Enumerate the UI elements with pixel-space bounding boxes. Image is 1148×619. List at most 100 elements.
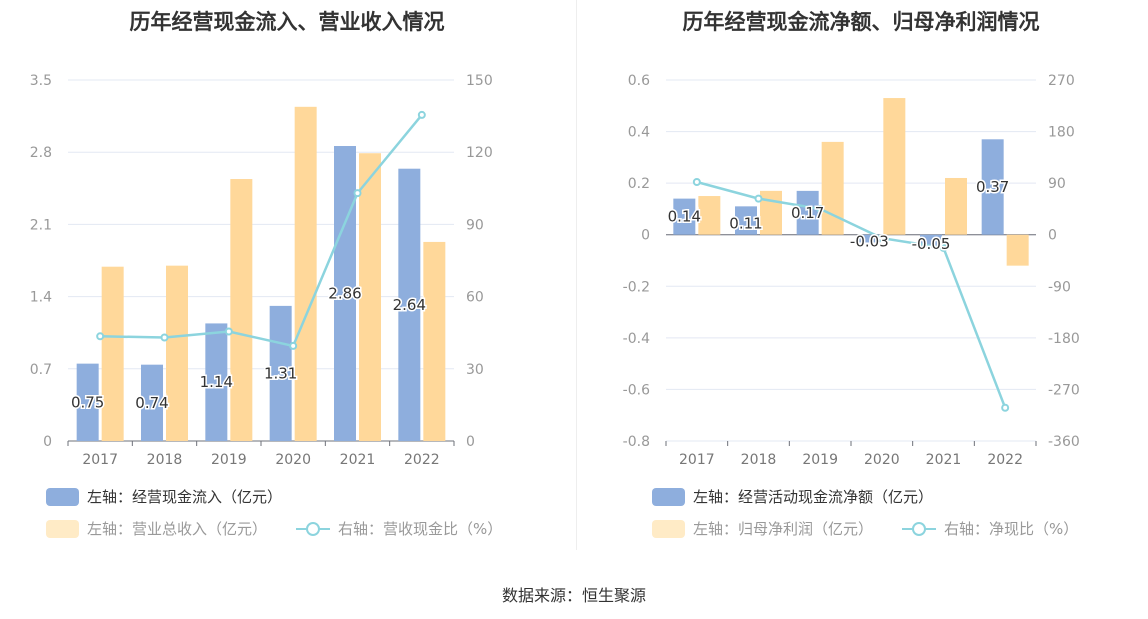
x-tick-label: 2021 (926, 452, 962, 468)
bar (294, 106, 317, 442)
panel-divider (576, 0, 577, 550)
bar (1006, 234, 1029, 266)
x-tick-label: 2022 (404, 452, 440, 468)
legend-item[interactable]: 左轴：归母净利润（亿元） (652, 518, 873, 539)
legend-item[interactable]: 左轴：营业总收入（亿元） (46, 518, 267, 539)
x-tick-label: 2018 (741, 452, 777, 468)
line-point (353, 189, 362, 198)
y-right-tick-label: 60 (466, 290, 484, 306)
bar (398, 168, 421, 441)
bar (166, 265, 188, 441)
y-left-tick-label: 0.2 (628, 176, 650, 192)
bar (698, 196, 721, 235)
bar (76, 363, 99, 441)
data-source-note: 数据来源：恒生聚源 (501, 586, 646, 605)
bar (205, 323, 228, 441)
data-label: 2.86 (328, 285, 361, 303)
legend-label: 左轴：营业总收入（亿元） (87, 520, 268, 538)
x-tick-label: 2022 (987, 452, 1023, 468)
y-left-tick-label: 1.4 (30, 290, 52, 306)
y-left-tick-label: 0.7 (30, 362, 52, 378)
data-label: 2.64 (393, 296, 426, 314)
y-right-tick-label: 0 (466, 434, 475, 450)
data-label: 1.14 (200, 373, 233, 391)
bar (821, 141, 844, 235)
bar (945, 177, 967, 235)
legend-item[interactable]: 左轴：经营活动现金流净额（亿元） (652, 486, 933, 507)
y-right-tick-label: -360 (1048, 434, 1080, 450)
bar (101, 266, 124, 441)
y-right-tick-label: -90 (1048, 279, 1071, 295)
line-point (417, 110, 426, 119)
bar (796, 190, 819, 235)
bar (858, 234, 881, 243)
line-point (96, 332, 105, 341)
line-point (224, 327, 233, 336)
y-left-tick-label: 3.5 (30, 73, 52, 89)
line-point (877, 234, 886, 243)
data-label: 0.74 (135, 394, 168, 412)
legend-item[interactable]: 左轴：经营现金流入（亿元） (46, 486, 282, 507)
legend-item[interactable]: 右轴：营收现金比（%） (296, 518, 502, 539)
y-left-tick-label: -0.4 (623, 331, 650, 347)
data-label: 1.31 (264, 364, 297, 382)
data-label: -0.03 (850, 233, 889, 251)
bar (883, 98, 906, 235)
data-label: 0.75 (71, 393, 104, 411)
bar (334, 146, 356, 442)
legend-label: 右轴：净现比（%） (944, 520, 1079, 538)
y-right-tick-label: 180 (1048, 125, 1075, 141)
y-right-tick-label: 270 (1048, 73, 1075, 89)
y-right-tick-label: -270 (1048, 382, 1080, 398)
y-left-tick-label: 2.1 (30, 217, 52, 233)
y-left-tick-label: 0.4 (628, 125, 650, 141)
bar (760, 190, 782, 235)
x-tick-label: 2021 (340, 452, 376, 468)
data-label: 0.37 (976, 178, 1009, 196)
y-right-tick-label: 90 (466, 217, 484, 233)
y-left-tick-label: 2.8 (30, 145, 52, 161)
y-right-tick-label: 0 (1048, 228, 1057, 244)
chart-title: 历年经营现金流净额、归母净利润情况 (682, 10, 1040, 34)
line-point (1001, 403, 1010, 412)
data-label: 0.17 (791, 204, 824, 222)
legend-line-swatch (902, 520, 936, 538)
y-right-tick-label: 120 (466, 145, 493, 161)
data-label: 0.14 (668, 208, 701, 226)
y-right-tick-label: 150 (466, 73, 493, 89)
y-left-tick-label: 0.6 (628, 73, 650, 89)
line-point (289, 341, 298, 350)
line-point (816, 204, 825, 213)
legend-swatch (46, 519, 79, 538)
x-tick-label: 2020 (864, 452, 900, 468)
line-point (160, 333, 169, 342)
bar (735, 206, 757, 235)
bar (359, 153, 381, 441)
chart-plot: 0 0.7 1.4 2.1 2.8 3.5 0 30 60 90 120 150 2017 2018 201… (30, 73, 493, 468)
x-tick-label: 2019 (211, 452, 247, 468)
x-tick-label: 2019 (802, 452, 838, 468)
y-left-tick-label: -0.8 (623, 434, 650, 450)
line-point (754, 194, 763, 203)
chart-title: 历年经营现金流入、营业收入情况 (129, 10, 445, 34)
legend-item[interactable]: 右轴：净现比（%） (902, 518, 1078, 539)
x-tick-label: 2018 (147, 452, 183, 468)
legend-label: 左轴：经营现金流入（亿元） (87, 488, 283, 506)
line-series (100, 114, 423, 348)
bar (141, 364, 163, 441)
legend-line-swatch (296, 520, 330, 538)
y-right-tick-label: -180 (1048, 331, 1080, 347)
bar (981, 139, 1004, 235)
y-right-tick-label: 90 (1048, 176, 1066, 192)
y-right-tick-label: 30 (466, 362, 484, 378)
x-tick-label: 2017 (679, 452, 715, 468)
legend-swatch (652, 519, 685, 538)
data-label: 0.11 (729, 215, 762, 233)
y-left-tick-label: 0 (43, 434, 52, 450)
data-label: -0.05 (912, 235, 951, 253)
line-point (939, 243, 948, 252)
chart-panel-left: 历年经营现金流入、营业收入情况 0 0.7 1.4 2.1 2.8 3.5 0 30 60 90 1… (0, 0, 574, 560)
y-left-tick-label: 0 (641, 228, 650, 244)
legend-swatch (652, 487, 685, 506)
x-tick-label: 2020 (275, 452, 311, 468)
